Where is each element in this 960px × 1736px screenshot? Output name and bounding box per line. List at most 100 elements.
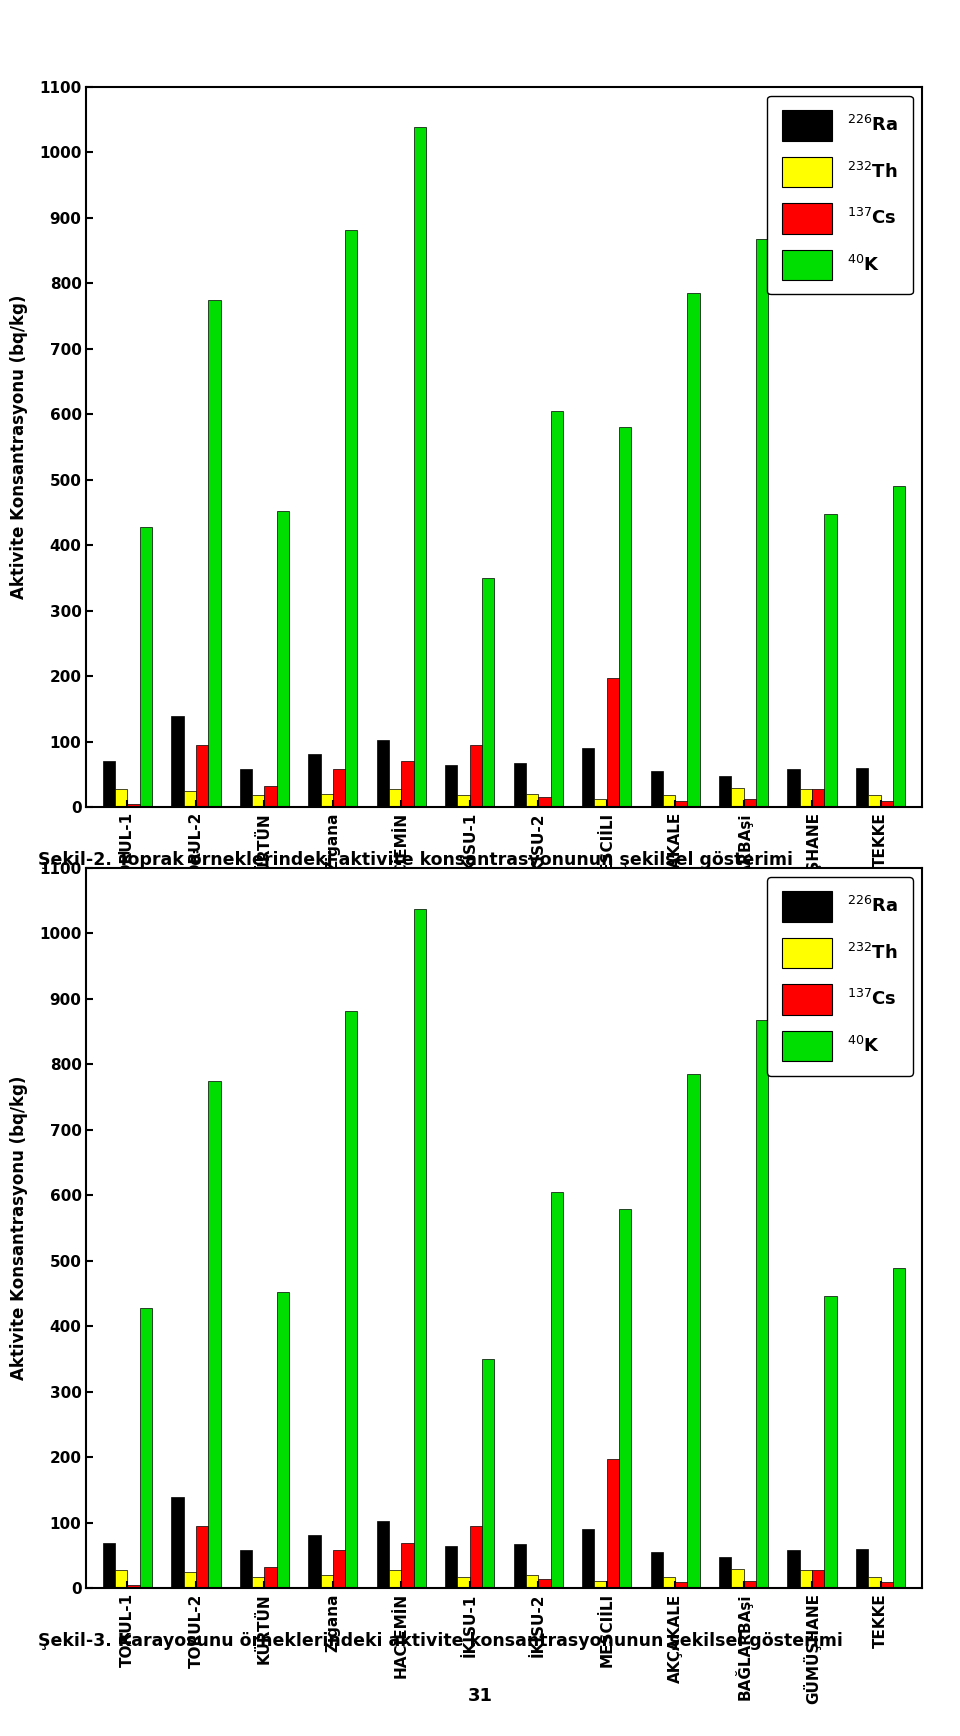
Bar [526, 793, 539, 807]
Bar [687, 293, 700, 807]
Bar [115, 1569, 128, 1588]
Bar [550, 1193, 563, 1588]
Bar [868, 795, 880, 807]
Bar [196, 1526, 208, 1588]
Bar [252, 1576, 264, 1588]
Text: Şekil-3. Karayosunu örneklerindeki aktivite konsantrasyonunun şekilsel gösterimi: Şekil-3. Karayosunu örneklerindeki aktiv… [38, 1632, 843, 1649]
Bar [619, 1208, 632, 1588]
Bar [389, 788, 401, 807]
Bar [482, 578, 494, 807]
Bar [675, 1581, 687, 1588]
Bar [607, 677, 619, 807]
Bar [414, 908, 426, 1588]
Text: 31: 31 [468, 1687, 492, 1705]
Bar [719, 1557, 732, 1588]
Bar [594, 799, 607, 807]
Bar [539, 1578, 550, 1588]
Bar [469, 745, 482, 807]
Bar [482, 1359, 494, 1588]
Bar [333, 769, 346, 807]
Bar [787, 769, 800, 807]
Bar [744, 799, 756, 807]
Bar [264, 786, 276, 807]
Bar [800, 788, 812, 807]
Bar [732, 1569, 744, 1588]
Bar [607, 1458, 619, 1588]
Bar [276, 510, 289, 807]
Bar [308, 753, 321, 807]
Bar [675, 800, 687, 807]
Bar [893, 486, 905, 807]
Bar [346, 1010, 357, 1588]
Bar [825, 514, 837, 807]
Y-axis label: Aktivite Konsantrasyonu (bq/kg): Aktivite Konsantrasyonu (bq/kg) [10, 295, 28, 599]
Bar [514, 1543, 526, 1588]
Bar [401, 762, 414, 807]
Bar [376, 740, 389, 807]
Bar [719, 776, 732, 807]
Bar [252, 795, 264, 807]
Bar [128, 804, 140, 807]
Bar [787, 1550, 800, 1588]
Bar [550, 411, 563, 807]
Bar [619, 427, 632, 807]
Bar [208, 1082, 221, 1588]
Bar [756, 240, 768, 807]
Bar [389, 1569, 401, 1588]
Bar [401, 1543, 414, 1588]
Bar [171, 1496, 183, 1588]
Bar [196, 745, 208, 807]
Bar [183, 1573, 196, 1588]
Bar [582, 748, 594, 807]
Bar [514, 762, 526, 807]
Bar [539, 797, 550, 807]
Bar [651, 771, 662, 807]
Bar [756, 1021, 768, 1588]
Bar [582, 1529, 594, 1588]
Bar [800, 1569, 812, 1588]
Text: Şekil-2. Toprak örneklerindeki aktivite konsantrasyonunun şekilsel gösterimi: Şekil-2. Toprak örneklerindeki aktivite … [38, 851, 793, 868]
Bar [732, 788, 744, 807]
Bar [103, 762, 115, 807]
Bar [812, 1569, 825, 1588]
Bar [321, 793, 333, 807]
Bar [594, 1580, 607, 1588]
Bar [128, 1585, 140, 1588]
Bar [308, 1535, 321, 1588]
Bar [208, 300, 221, 807]
Legend: $^{226}$Ra, $^{232}$Th, $^{137}$Cs, $^{40}$K: $^{226}$Ra, $^{232}$Th, $^{137}$Cs, $^{4… [767, 877, 913, 1076]
Bar [171, 715, 183, 807]
Bar [376, 1521, 389, 1588]
Bar [445, 764, 458, 807]
Bar [321, 1575, 333, 1588]
Bar [445, 1545, 458, 1588]
Bar [240, 1550, 252, 1588]
Text: ^: ^ [497, 1038, 511, 1052]
Bar [458, 795, 469, 807]
Bar [346, 229, 357, 807]
Bar [183, 792, 196, 807]
Bar [868, 1576, 880, 1588]
Bar [276, 1292, 289, 1588]
Bar [812, 788, 825, 807]
Bar [115, 788, 128, 807]
Bar [856, 1549, 868, 1588]
Bar [140, 1309, 152, 1588]
Bar [333, 1550, 346, 1588]
Bar [651, 1552, 662, 1588]
Bar [414, 127, 426, 807]
Bar [458, 1576, 469, 1588]
Bar [687, 1075, 700, 1588]
Legend: $^{226}$Ra, $^{232}$Th, $^{137}$Cs, $^{40}$K: $^{226}$Ra, $^{232}$Th, $^{137}$Cs, $^{4… [767, 95, 913, 295]
Bar [526, 1575, 539, 1588]
Bar [264, 1568, 276, 1588]
Bar [880, 1581, 893, 1588]
Bar [856, 767, 868, 807]
Bar [893, 1267, 905, 1588]
Bar [662, 1576, 675, 1588]
Y-axis label: Aktivite Konsantrasyonu (bq/kg): Aktivite Konsantrasyonu (bq/kg) [10, 1076, 28, 1380]
Bar [662, 795, 675, 807]
Bar [469, 1526, 482, 1588]
Bar [140, 528, 152, 807]
Bar [744, 1580, 756, 1588]
